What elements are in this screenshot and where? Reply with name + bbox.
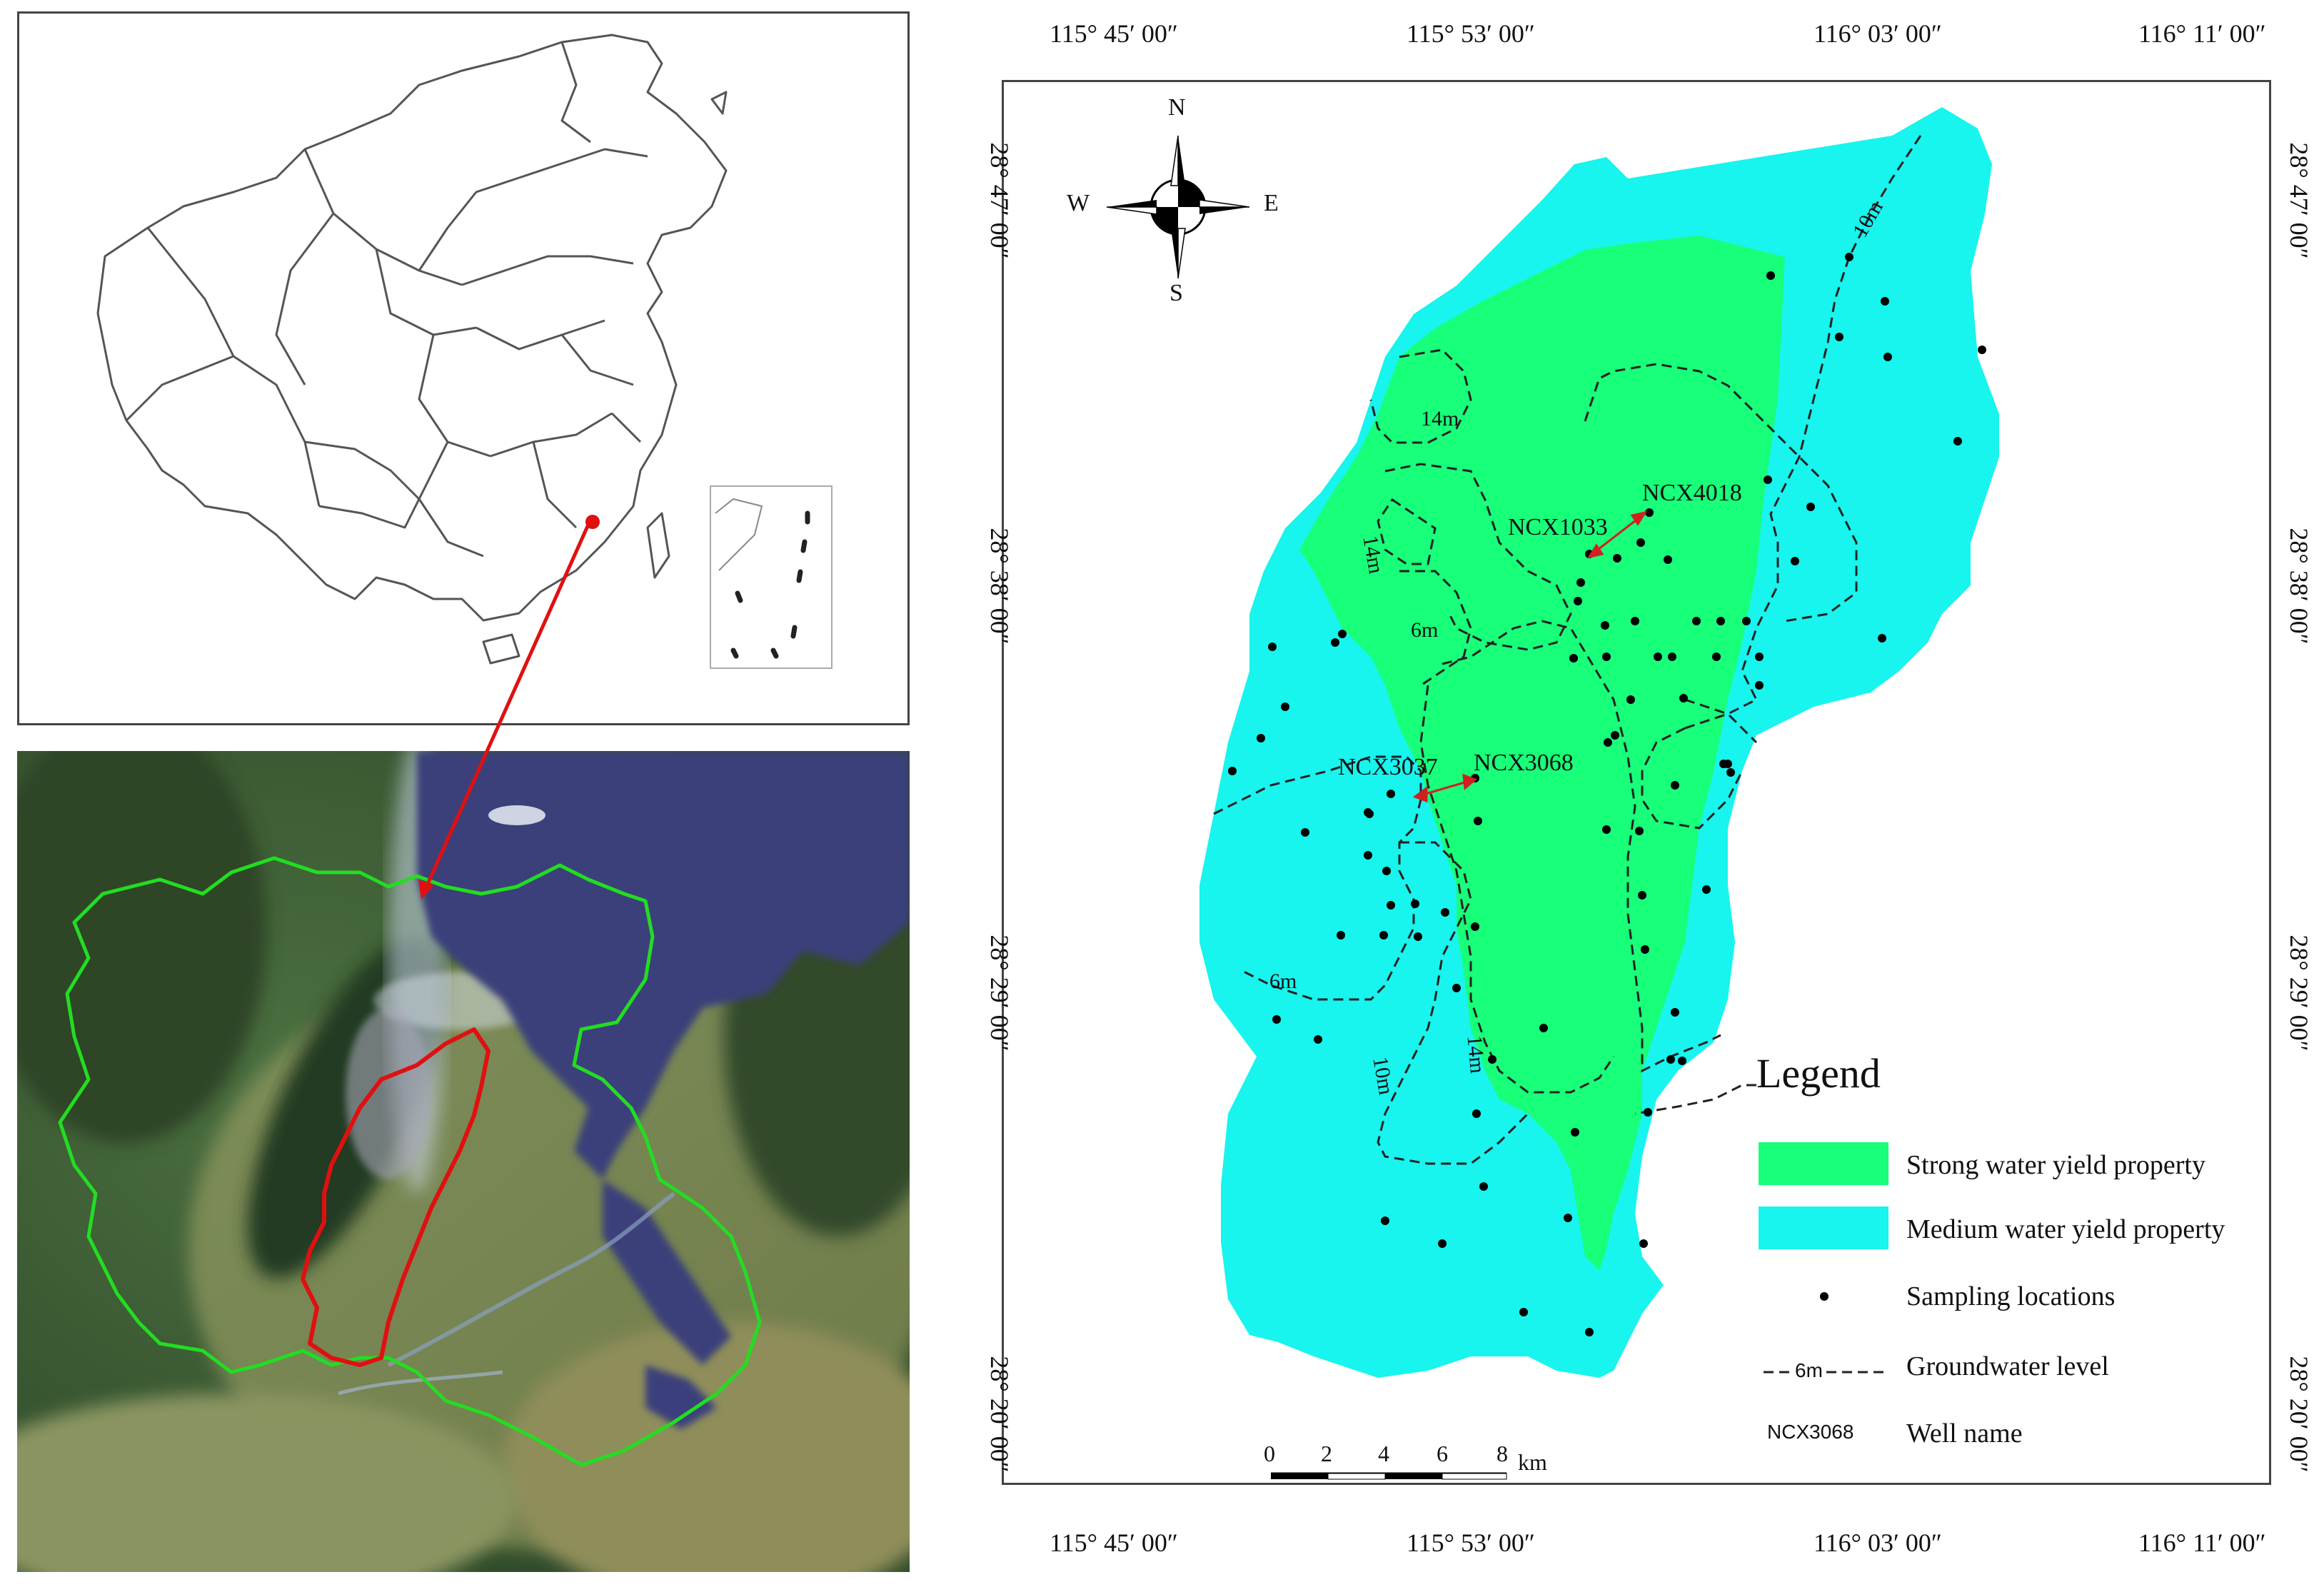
sampling-points bbox=[1228, 253, 1986, 1336]
strong-water-yield-area bbox=[1299, 236, 1785, 1271]
coord-top-2: 115° 53′ 00″ bbox=[1407, 19, 1535, 48]
compass-w: W bbox=[1067, 190, 1090, 216]
legend-sampling-label: Sampling locations bbox=[1906, 1281, 2116, 1311]
coord-right-3: 28° 29′ 00″ bbox=[2285, 934, 2313, 1052]
well-label-ncx1033: NCX1033 bbox=[1508, 514, 1608, 540]
contour-label-6m-b: 6m bbox=[1269, 969, 1297, 993]
contour-label-14m-a: 14m bbox=[1421, 407, 1459, 430]
scale-tick-8: 8 bbox=[1496, 1441, 1508, 1466]
legend-medium-label: Medium water yield property bbox=[1906, 1214, 2225, 1244]
scale-tick-0: 0 bbox=[1264, 1441, 1275, 1466]
well-label-ncx3037: NCX3037 bbox=[1338, 754, 1438, 780]
contour-label-14m-c: 14m bbox=[1462, 1034, 1489, 1074]
scale-tick-6: 6 bbox=[1437, 1441, 1448, 1466]
coord-left-2: 28° 38′ 00″ bbox=[985, 528, 1014, 645]
well-label-ncx4018: NCX4018 bbox=[1642, 480, 1742, 506]
contour-label-6m-a: 6m bbox=[1411, 618, 1439, 642]
compass-s: S bbox=[1169, 280, 1183, 306]
legend-title: Legend bbox=[1756, 1050, 1881, 1097]
compass-e: E bbox=[1264, 190, 1279, 216]
legend-well-label: Well name bbox=[1906, 1419, 2023, 1449]
scale-bar bbox=[1271, 1472, 1507, 1480]
coord-left-1: 28° 47′ 00″ bbox=[985, 142, 1014, 259]
satellite-image bbox=[17, 751, 910, 1572]
coord-bottom-1: 115° 45′ 00″ bbox=[1050, 1528, 1178, 1557]
scale-tick-4: 4 bbox=[1378, 1441, 1389, 1466]
coord-top-1: 115° 45′ 00″ bbox=[1050, 19, 1178, 48]
coord-bottom-2: 115° 53′ 00″ bbox=[1407, 1528, 1535, 1557]
legend-sampling-dot bbox=[1820, 1292, 1828, 1301]
legend-strong-swatch bbox=[1759, 1142, 1888, 1185]
legend-well-sample: NCX3068 bbox=[1767, 1421, 1854, 1443]
scale-tick-2: 2 bbox=[1321, 1441, 1332, 1466]
legend-groundwater-sample: 6m bbox=[1792, 1359, 1826, 1382]
study-area-boundary-red bbox=[301, 1027, 491, 1367]
coord-bottom-4: 116° 11′ 00″ bbox=[2138, 1528, 2266, 1557]
coord-right-2: 28° 38′ 00″ bbox=[2285, 528, 2313, 645]
coord-left-4: 28° 20′ 00″ bbox=[985, 1356, 1014, 1473]
coord-top-4: 116° 11′ 00″ bbox=[2138, 19, 2266, 48]
coord-left-3: 28° 29′ 00″ bbox=[985, 934, 1014, 1052]
region-boundary-green bbox=[58, 856, 762, 1467]
coord-top-3: 116° 03′ 00″ bbox=[1814, 19, 1942, 48]
well-pair-arrows bbox=[1412, 510, 1648, 803]
coord-bottom-3: 116° 03′ 00″ bbox=[1814, 1528, 1942, 1557]
groundwater-contours bbox=[1213, 135, 1922, 1165]
china-overview-map bbox=[17, 11, 910, 725]
coord-right-4: 28° 20′ 00″ bbox=[2285, 1356, 2313, 1473]
well-label-ncx3068: NCX3068 bbox=[1474, 750, 1574, 776]
legend-strong-label: Strong water yield property bbox=[1906, 1150, 2205, 1180]
china-border bbox=[96, 34, 728, 622]
legend-medium-swatch bbox=[1759, 1206, 1888, 1249]
compass-n: N bbox=[1168, 94, 1186, 121]
coord-right-1: 28° 47′ 00″ bbox=[2285, 142, 2313, 259]
compass-icon bbox=[1106, 135, 1250, 279]
scale-unit: km bbox=[1518, 1449, 1547, 1475]
legend-groundwater-label: Groundwater level bbox=[1906, 1351, 2109, 1381]
china-outline bbox=[96, 34, 832, 669]
